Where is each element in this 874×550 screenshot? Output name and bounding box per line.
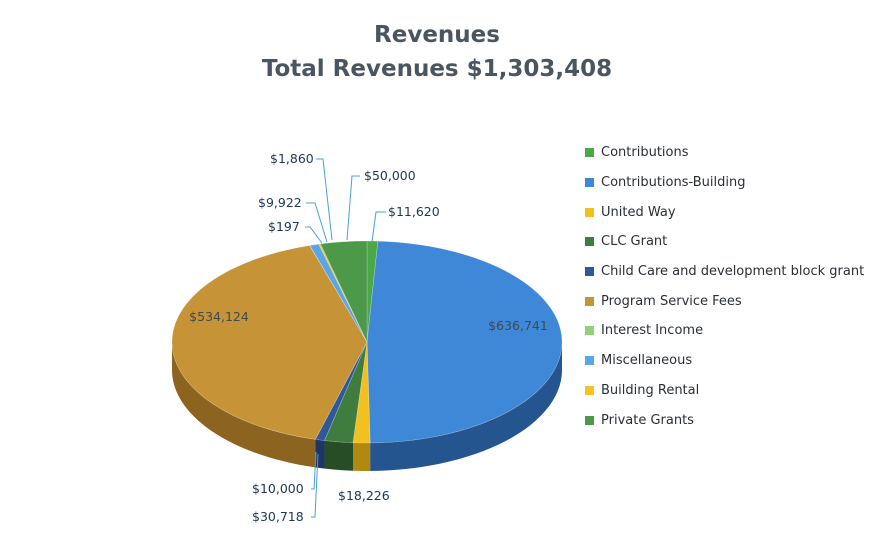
data-label-clc-grant: $30,718: [252, 509, 304, 524]
legend-label: Private Grants: [601, 412, 694, 428]
pie-side-child-care-and-development-block-grant: [315, 439, 325, 469]
chart-legend: Contributions Contributions-Building Unite…: [585, 138, 864, 435]
leader-line: [306, 202, 328, 243]
pie-slice-united-way: [352, 341, 371, 444]
legend-swatch: [585, 207, 594, 217]
pie-side-united-way: [353, 442, 371, 471]
data-label-contributions-building: $636,741: [488, 318, 548, 333]
legend-swatch: [585, 296, 594, 306]
legend-label: Child Care and development block grant: [601, 264, 865, 280]
legend-label: United Way: [601, 204, 676, 220]
legend-label: Program Service Fees: [601, 293, 742, 309]
legend-label: Miscellaneous: [601, 353, 693, 369]
data-label-child-care-and-development-block-grant: $10,000: [252, 481, 304, 496]
legend-swatch: [585, 237, 594, 247]
leader-line: [305, 226, 323, 244]
pie-slice-child-care-and-development-block-grant: [314, 341, 368, 441]
pie-slice-miscellaneous: [309, 243, 368, 343]
leader-line: [371, 211, 386, 243]
legend-item-contributions: Contributions: [585, 138, 864, 168]
legend-swatch: [585, 326, 594, 336]
legend-item-clc-grant: CLC Grant: [585, 227, 864, 257]
legend-item-interest-income: Interest Income: [585, 316, 864, 346]
pie-slice-clc-grant: [324, 341, 368, 444]
leader-line: [311, 453, 319, 518]
pie-slice-building-rental: [318, 243, 368, 343]
legend-swatch: [585, 356, 594, 366]
legend-swatch: [585, 415, 594, 425]
legend-label: Contributions: [601, 145, 689, 161]
legend-swatch: [585, 267, 594, 277]
pie-slice-contributions-building: [366, 240, 563, 444]
legend-swatch: [585, 178, 594, 188]
data-label-private-grants: $50,000: [364, 168, 416, 183]
legend-label: Interest Income: [601, 323, 704, 339]
leader-line: [316, 158, 333, 241]
legend-item-miscellaneous: Miscellaneous: [585, 346, 864, 376]
chart-subtitle: Total Revenues $1,303,408: [261, 56, 613, 82]
legend-item-contributions-building: Contributions-Building: [585, 168, 864, 198]
legend-item-building-rental: Building Rental: [585, 376, 864, 406]
pie-side-program-service-fees: [172, 342, 316, 468]
pie-slice-program-service-fees: [171, 245, 368, 440]
pie-side-contributions-building: [370, 342, 562, 471]
data-label-program-service-fees: $534,124: [189, 309, 249, 324]
data-label-united-way: $18,226: [338, 488, 390, 503]
legend-swatch: [585, 148, 594, 158]
data-label-contributions: $11,620: [388, 204, 440, 219]
chart-title: Revenues: [374, 22, 500, 48]
pie-side-clc-grant: [324, 440, 354, 471]
leader-line: [346, 175, 360, 241]
legend-label: CLC Grant: [601, 234, 668, 250]
chart-titles: Revenues Total Revenues $1,303,408: [0, 18, 874, 86]
leader-line: [311, 451, 317, 490]
legend-swatch: [585, 385, 594, 395]
pie-slice-private-grants: [320, 240, 368, 343]
legend-label: Building Rental: [601, 382, 700, 398]
legend-label: Contributions-Building: [601, 175, 746, 191]
legend-item-program-service-fees: Program Service Fees: [585, 286, 864, 316]
legend-item-private-grants: Private Grants: [585, 405, 864, 435]
data-label-interest-income: $197: [268, 219, 300, 234]
legend-item-united-way: United Way: [585, 197, 864, 227]
data-label-miscellaneous: $9,922: [258, 195, 302, 210]
data-label-building-rental: $1,860: [270, 151, 314, 166]
pie-slice-interest-income: [309, 245, 368, 343]
legend-item-child-care-and-development-block-grant: Child Care and development block grant: [585, 257, 864, 287]
